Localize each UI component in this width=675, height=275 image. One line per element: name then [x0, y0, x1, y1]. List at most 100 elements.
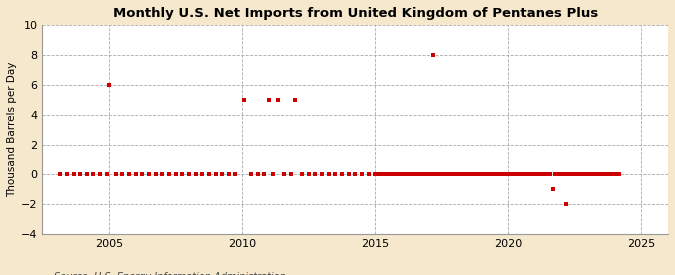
Point — [601, 172, 612, 177]
Point — [144, 172, 155, 177]
Point — [286, 172, 296, 177]
Point — [578, 172, 589, 177]
Point — [570, 172, 580, 177]
Point — [543, 172, 554, 177]
Point — [75, 172, 86, 177]
Point — [350, 172, 360, 177]
Point — [439, 172, 450, 177]
Point — [239, 98, 250, 102]
Point — [101, 172, 112, 177]
Point — [470, 172, 481, 177]
Point — [541, 172, 551, 177]
Point — [82, 172, 92, 177]
Point — [558, 172, 569, 177]
Point — [603, 172, 614, 177]
Point — [157, 172, 167, 177]
Point — [485, 172, 496, 177]
Point — [434, 172, 445, 177]
Point — [554, 172, 565, 177]
Point — [296, 172, 307, 177]
Point — [589, 172, 600, 177]
Point — [501, 172, 512, 177]
Point — [61, 172, 72, 177]
Point — [379, 172, 389, 177]
Point — [399, 172, 410, 177]
Point — [492, 172, 503, 177]
Point — [561, 202, 572, 206]
Point — [394, 172, 405, 177]
Point — [396, 172, 407, 177]
Point — [592, 172, 603, 177]
Point — [343, 172, 354, 177]
Point — [184, 172, 194, 177]
Point — [427, 53, 438, 57]
Point — [503, 172, 514, 177]
Point — [525, 172, 536, 177]
Point — [356, 172, 367, 177]
Point — [587, 172, 598, 177]
Point — [614, 172, 624, 177]
Point — [88, 172, 99, 177]
Point — [477, 172, 487, 177]
Point — [452, 172, 462, 177]
Point — [421, 172, 431, 177]
Point — [370, 172, 381, 177]
Point — [576, 172, 587, 177]
Point — [450, 172, 460, 177]
Point — [463, 172, 474, 177]
Point — [170, 172, 181, 177]
Point — [481, 172, 491, 177]
Point — [330, 172, 341, 177]
Point — [385, 172, 396, 177]
Point — [412, 172, 423, 177]
Point — [598, 172, 609, 177]
Point — [405, 172, 416, 177]
Point — [436, 172, 447, 177]
Point — [383, 172, 394, 177]
Title: Monthly U.S. Net Imports from United Kingdom of Pentanes Plus: Monthly U.S. Net Imports from United Kin… — [113, 7, 598, 20]
Point — [117, 172, 128, 177]
Point — [532, 172, 543, 177]
Point — [468, 172, 479, 177]
Point — [55, 172, 65, 177]
Point — [268, 172, 279, 177]
Point — [563, 172, 574, 177]
Point — [465, 172, 476, 177]
Point — [539, 172, 549, 177]
Point — [454, 172, 465, 177]
Point — [317, 172, 327, 177]
Point — [512, 172, 522, 177]
Point — [110, 172, 121, 177]
Point — [585, 172, 596, 177]
Point — [389, 172, 400, 177]
Point — [574, 172, 585, 177]
Point — [530, 172, 541, 177]
Point — [456, 172, 467, 177]
Point — [387, 172, 398, 177]
Point — [461, 172, 472, 177]
Point — [416, 172, 427, 177]
Point — [489, 172, 500, 177]
Point — [483, 172, 494, 177]
Point — [259, 172, 270, 177]
Point — [523, 172, 534, 177]
Point — [374, 172, 385, 177]
Point — [423, 172, 434, 177]
Point — [217, 172, 227, 177]
Point — [520, 172, 531, 177]
Point — [518, 172, 529, 177]
Point — [487, 172, 498, 177]
Point — [323, 172, 334, 177]
Point — [580, 172, 591, 177]
Point — [377, 172, 387, 177]
Point — [303, 172, 314, 177]
Point — [337, 172, 348, 177]
Point — [372, 172, 383, 177]
Point — [567, 172, 578, 177]
Point — [223, 172, 234, 177]
Point — [479, 172, 489, 177]
Point — [527, 172, 538, 177]
Point — [534, 172, 545, 177]
Point — [290, 98, 301, 102]
Point — [441, 172, 452, 177]
